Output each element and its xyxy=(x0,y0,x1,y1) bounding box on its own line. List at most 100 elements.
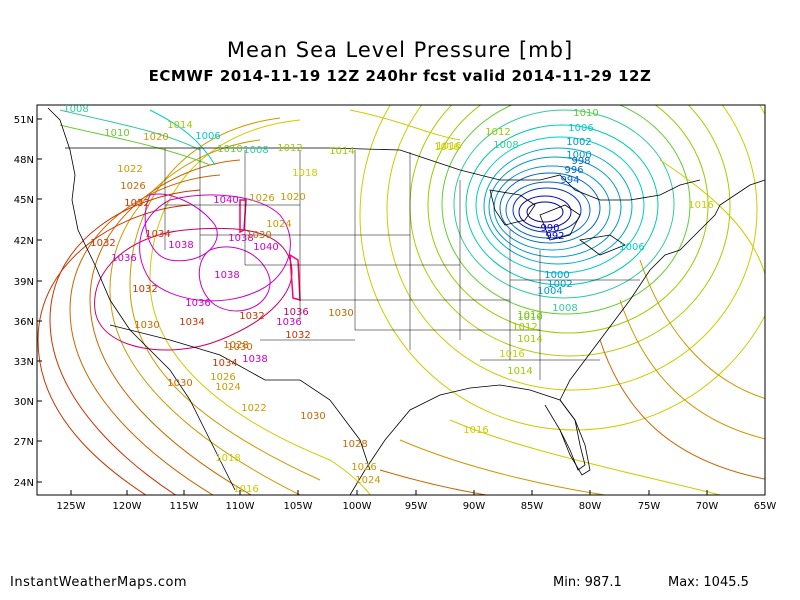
isobar-label: 1036 xyxy=(276,317,301,328)
lon-tick-label: 85W xyxy=(521,501,544,512)
isobar-label: 1032 xyxy=(124,198,149,209)
max-value: Max: 1045.5 xyxy=(668,575,749,590)
isobar-label: 1038 xyxy=(214,270,239,281)
isobar-label: 1002 xyxy=(547,279,572,290)
low-pressure-rings xyxy=(359,105,765,431)
isobar-label: 1030 xyxy=(227,342,252,353)
lat-tick-label: 48N xyxy=(14,155,34,166)
isobar-label: 1012 xyxy=(277,143,302,154)
map-subtitle: ECMWF 2014-11-19 12Z 240hr fcst valid 20… xyxy=(148,67,652,85)
isobar-label: 1008 xyxy=(63,104,88,115)
isobar-label: 1020 xyxy=(280,192,305,203)
state-lines xyxy=(164,148,640,380)
isobar-label: 1016 xyxy=(499,349,524,360)
lon-tick-label: 80W xyxy=(579,501,602,512)
min-label: Min: xyxy=(553,575,581,590)
lon-tick-label: 125W xyxy=(57,501,86,512)
isobar-label: 1032 xyxy=(132,284,157,295)
isobar-label: 1000 xyxy=(544,270,569,281)
isobar-label: 1030 xyxy=(134,320,159,331)
isobar-label: 1026 xyxy=(351,462,376,473)
isobar-label: 1032 xyxy=(239,311,264,322)
isobar-label: 1010 xyxy=(573,108,598,119)
isobar-label: 1018 xyxy=(215,453,240,464)
isobar-label: 1000 xyxy=(566,150,591,161)
lat-tick-label: 42N xyxy=(14,236,34,247)
lon-tick-label: 120W xyxy=(113,501,142,512)
max-number: 1045.5 xyxy=(703,575,749,590)
lat-tick-label: 24N xyxy=(14,478,34,489)
canada-border xyxy=(65,147,701,201)
isobar-label: 1016 xyxy=(434,142,459,153)
lat-tick-label: 45N xyxy=(14,195,34,206)
isobar-label: 994 xyxy=(560,175,579,186)
gulf-coast-outline xyxy=(349,384,586,495)
isobar-label: 1024 xyxy=(266,219,291,230)
isobar-label: 1038 xyxy=(228,233,253,244)
isobar-label: 1026 xyxy=(120,181,145,192)
isobar-label: 1034 xyxy=(212,358,237,369)
isobar-label: 990 xyxy=(540,223,559,234)
max-label: Max: xyxy=(668,575,700,590)
isobar-label: 1030 xyxy=(328,308,353,319)
mexico-border xyxy=(109,324,371,471)
isobar-label: 1012 xyxy=(512,322,537,333)
lon-tick-label: 70W xyxy=(696,501,719,512)
isobar-label: 1026 xyxy=(249,193,274,204)
lon-tick-label: 65W xyxy=(754,501,777,512)
isobar-label: 1014 xyxy=(507,366,532,377)
isobar-label: 1014 xyxy=(167,120,192,131)
isobar-label: 1038 xyxy=(168,240,193,251)
latitude-axis: 51N 48N 45N 42N 39N 36N 33N 30N 27N 24N xyxy=(14,115,42,489)
lon-tick-label: 115W xyxy=(170,501,199,512)
lon-tick-label: 90W xyxy=(463,501,486,512)
isobar-label: 1032 xyxy=(285,330,310,341)
isobar-label: 1030 xyxy=(300,411,325,422)
isobar-label: 1036 xyxy=(185,298,210,309)
florida xyxy=(544,399,591,476)
isobar-label: 1008 xyxy=(552,303,577,314)
lon-tick-label: 110W xyxy=(226,501,255,512)
isobar-label: 1024 xyxy=(355,475,380,486)
high-pressure-rings xyxy=(37,117,371,495)
lat-tick-label: 33N xyxy=(14,357,34,368)
isobar-label: 1020 xyxy=(143,132,168,143)
isobar-label: 1002 xyxy=(566,137,591,148)
isobar-label: 998 xyxy=(571,156,590,167)
isobar-label: 1034 xyxy=(179,317,204,328)
isobar-label: 1034 xyxy=(145,229,170,240)
isobar-label: 1040 xyxy=(213,195,238,206)
isobar-label: 1028 xyxy=(342,439,367,450)
isobar-label: 1012 xyxy=(517,310,542,321)
longitude-axis: 125W 120W 115W 110W 105W 100W 95W 90W 85W 80W 75W 7… xyxy=(57,490,777,512)
lat-tick-label: 27N xyxy=(14,437,34,448)
isobar-label: 1036 xyxy=(283,307,308,318)
isobar-label: 1018 xyxy=(292,168,317,179)
isobar-label: 1022 xyxy=(241,403,266,414)
isobar-label: 1022 xyxy=(117,164,142,175)
isobar-label: 1016 xyxy=(233,484,258,495)
isobar-label: 1010 xyxy=(517,312,542,323)
east-coast-outline xyxy=(559,179,765,401)
isobar-label: 1010 xyxy=(217,144,242,155)
lon-tick-label: 105W xyxy=(284,501,313,512)
lon-tick-label: 75W xyxy=(638,501,661,512)
isobar-label: 1006 xyxy=(619,242,644,253)
isobar-label: 996 xyxy=(564,165,583,176)
isobar-label: 1040 xyxy=(253,242,278,253)
lat-tick-label: 36N xyxy=(14,317,34,328)
frame xyxy=(36,104,766,496)
isobar-label: 1028 xyxy=(223,340,248,351)
isobar-label: 992 xyxy=(545,231,564,242)
lat-tick-label: 30N xyxy=(14,397,34,408)
isobar-label: 1008 xyxy=(243,145,268,156)
isobar-label: 1026 xyxy=(210,372,235,383)
lat-tick-label: 39N xyxy=(14,277,34,288)
isobar-label: 1014 xyxy=(329,146,354,157)
geography-layer xyxy=(47,107,765,495)
isobar-label: 1006 xyxy=(195,131,220,142)
isobar-label: 1016 xyxy=(436,141,461,152)
site-credit: InstantWeatherMaps.com xyxy=(10,575,188,590)
